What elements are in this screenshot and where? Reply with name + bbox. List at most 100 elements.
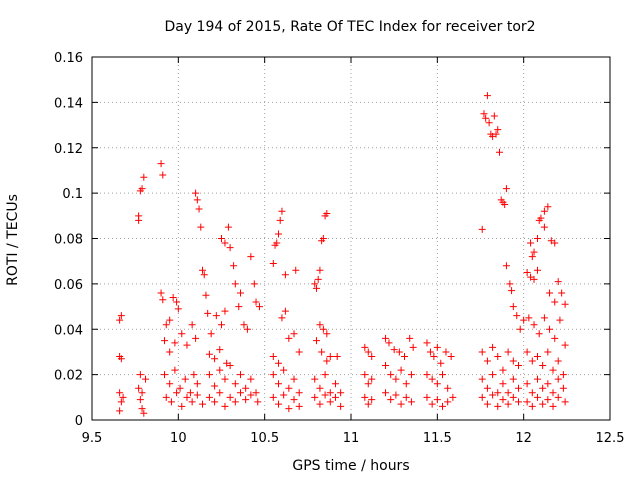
data-point xyxy=(544,380,552,388)
data-point xyxy=(407,371,415,379)
data-point xyxy=(280,391,288,399)
data-point xyxy=(558,289,566,297)
data-point xyxy=(483,92,491,100)
data-point xyxy=(520,316,528,324)
data-point xyxy=(192,189,200,197)
data-point xyxy=(316,266,324,274)
data-point xyxy=(544,396,552,404)
data-point xyxy=(561,300,569,308)
data-point xyxy=(252,298,260,306)
data-point xyxy=(226,244,234,252)
data-point xyxy=(171,339,179,347)
data-point xyxy=(274,230,282,238)
data-points xyxy=(116,92,569,417)
data-point xyxy=(382,389,390,397)
data-point xyxy=(402,380,410,388)
data-point xyxy=(533,393,541,401)
data-point xyxy=(444,384,452,392)
data-point xyxy=(423,339,431,347)
data-point xyxy=(193,196,201,204)
data-point xyxy=(523,348,531,356)
data-point xyxy=(162,393,170,401)
data-point xyxy=(483,400,491,408)
data-point xyxy=(274,380,282,388)
data-point xyxy=(295,402,303,410)
data-point xyxy=(333,352,341,360)
data-point xyxy=(361,371,369,379)
data-point xyxy=(539,362,547,370)
data-point xyxy=(533,235,541,242)
data-point xyxy=(364,348,372,356)
data-point xyxy=(544,203,552,211)
data-point xyxy=(250,280,258,288)
data-point xyxy=(423,393,431,401)
data-point xyxy=(397,366,405,374)
data-point xyxy=(316,321,324,329)
data-point xyxy=(551,239,559,247)
data-point xyxy=(478,375,486,383)
data-point xyxy=(159,296,167,304)
data-point xyxy=(278,314,286,322)
data-point xyxy=(231,280,239,288)
data-point xyxy=(364,380,372,388)
data-point xyxy=(202,291,210,299)
data-point xyxy=(181,375,189,383)
data-point xyxy=(489,371,497,379)
data-point xyxy=(136,371,144,379)
data-point xyxy=(492,130,500,138)
grid-lines xyxy=(92,57,610,420)
data-point xyxy=(554,393,562,401)
data-point xyxy=(247,391,255,399)
data-point xyxy=(528,402,536,410)
data-point xyxy=(138,405,146,413)
data-point xyxy=(331,393,339,401)
data-point xyxy=(167,398,175,406)
data-point xyxy=(499,366,507,374)
data-point xyxy=(533,375,541,383)
data-point xyxy=(449,393,457,401)
data-point xyxy=(433,380,441,388)
data-point xyxy=(326,389,334,397)
data-point xyxy=(252,389,260,397)
data-point xyxy=(480,110,488,118)
data-point xyxy=(478,348,486,356)
data-point xyxy=(537,214,545,222)
data-point xyxy=(390,346,398,354)
data-point xyxy=(243,325,251,333)
data-point xyxy=(116,407,124,415)
data-point xyxy=(221,375,229,383)
data-point xyxy=(236,289,244,297)
data-point xyxy=(269,352,277,360)
data-point xyxy=(242,396,250,404)
data-point xyxy=(321,391,329,399)
data-point xyxy=(549,402,557,410)
data-point xyxy=(368,375,376,383)
data-point xyxy=(490,112,498,120)
data-point xyxy=(236,389,244,397)
data-point xyxy=(173,298,181,306)
data-point xyxy=(116,316,124,324)
y-tick-label: 0.12 xyxy=(54,142,83,157)
data-point xyxy=(312,284,320,292)
data-point xyxy=(539,400,547,408)
data-point xyxy=(295,389,303,397)
data-point xyxy=(247,253,255,261)
data-point xyxy=(216,389,224,397)
data-point xyxy=(240,321,248,329)
data-point xyxy=(551,334,559,342)
data-point xyxy=(161,371,169,379)
data-point xyxy=(516,325,524,333)
data-point xyxy=(337,402,345,410)
data-point xyxy=(230,262,238,270)
data-point xyxy=(406,334,414,342)
data-point xyxy=(540,314,548,322)
data-point xyxy=(221,239,229,247)
data-point xyxy=(397,400,405,408)
data-point xyxy=(157,160,165,168)
x-tick-label: 12.5 xyxy=(596,431,625,446)
data-point xyxy=(433,343,441,351)
data-point xyxy=(205,393,213,401)
data-point xyxy=(423,371,431,379)
data-point xyxy=(499,396,507,404)
